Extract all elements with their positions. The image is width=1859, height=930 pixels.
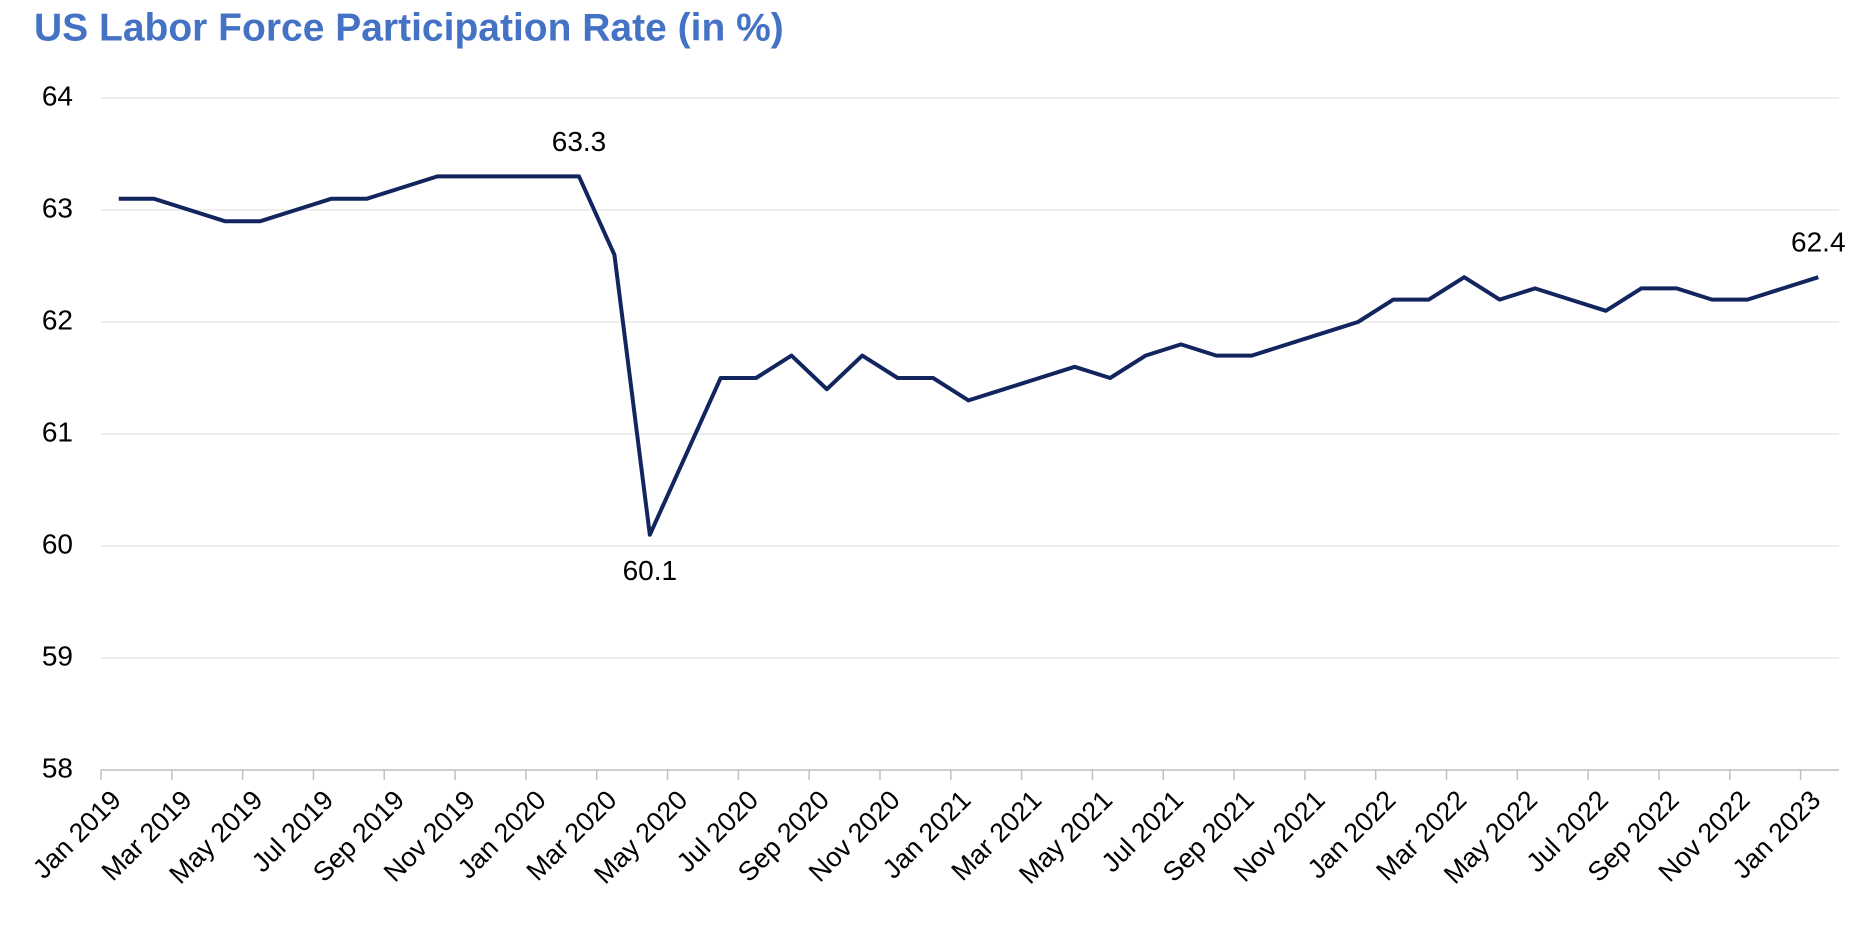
data-label: 63.3	[552, 126, 607, 157]
y-tick-label: 58	[42, 752, 73, 783]
y-tick-label: 60	[42, 528, 73, 559]
data-label: 62.4	[1791, 227, 1846, 258]
y-tick-label: 63	[42, 192, 73, 223]
y-tick-label: 62	[42, 304, 73, 335]
y-tick-label: 61	[42, 416, 73, 447]
data-line	[118, 174, 1819, 537]
y-tick-label: 64	[42, 80, 73, 111]
y-tick-label: 59	[42, 640, 73, 671]
chart-title: US Labor Force Participation Rate (in %)	[34, 6, 784, 49]
data-label: 60.1	[623, 555, 678, 586]
